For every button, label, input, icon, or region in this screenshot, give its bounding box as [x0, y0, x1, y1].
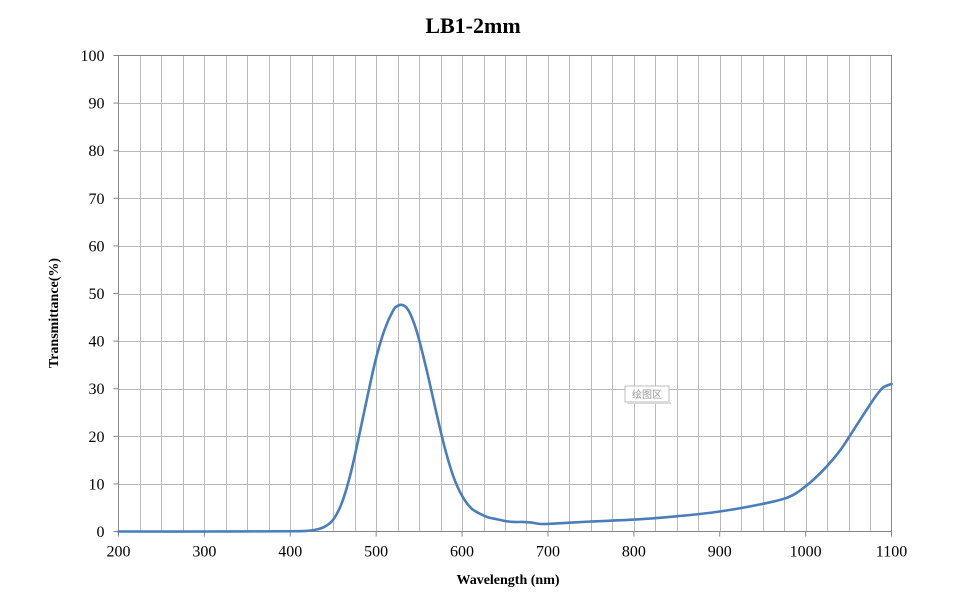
plot-area-tooltip: 绘图区	[624, 385, 671, 404]
x-axis-title: Wavelength (nm)	[456, 573, 559, 588]
x-tick-label: 500	[364, 544, 388, 561]
series-line	[117, 303, 893, 533]
y-tick-label: 80	[89, 143, 105, 160]
plot-area-tooltip-shadow	[627, 402, 671, 404]
y-axis-ticks: 0 10 20 30 40 50 60 70 80 90 100	[81, 48, 119, 541]
x-tick-label: 600	[450, 544, 474, 561]
x-tick-label: 300	[192, 544, 216, 561]
y-tick-label: 40	[89, 334, 105, 351]
grid	[118, 55, 892, 532]
y-tick-label: 90	[89, 96, 105, 113]
x-tick-label: 800	[622, 544, 646, 561]
y-tick-label: 0	[97, 524, 105, 541]
x-tick-label: 900	[708, 544, 732, 561]
y-tick-label: 10	[89, 476, 105, 493]
x-tick-label: 1000	[790, 544, 822, 561]
y-tick-label: 70	[89, 191, 105, 208]
y-tick-label: 20	[89, 429, 105, 446]
chart-title: LB1-2mm	[425, 13, 520, 38]
series-layer	[117, 303, 893, 533]
y-axis-title: Transmittance(%)	[47, 258, 62, 368]
x-tick-label: 1100	[876, 544, 907, 561]
x-tick-label: 200	[107, 544, 131, 561]
y-tick-label: 60	[89, 238, 105, 255]
x-axis-ticks: 200 300 400 500 600 700 800 900 1000 1100	[107, 531, 907, 561]
plot-area-tooltip-label: 绘图区	[632, 388, 662, 401]
y-tick-label: 30	[89, 381, 105, 398]
y-tick-label: 100	[81, 48, 105, 65]
y-tick-label: 50	[89, 286, 105, 303]
x-tick-label: 700	[536, 544, 560, 561]
x-tick-label: 400	[278, 544, 302, 561]
